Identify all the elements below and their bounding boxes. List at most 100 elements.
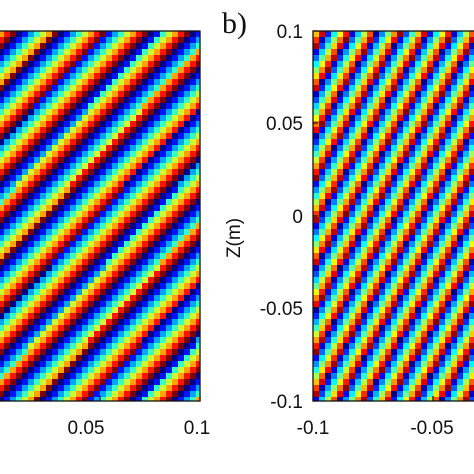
heatmap-a-cell — [136, 361, 143, 368]
heatmap-b-cell — [403, 229, 410, 236]
heatmap-b-cell — [457, 361, 464, 368]
heatmap-a-cell — [184, 397, 191, 401]
heatmap-a-cell — [52, 265, 59, 272]
heatmap-a-cell — [160, 367, 167, 374]
heatmap-a-cell — [4, 259, 11, 266]
heatmap-a-cell — [10, 31, 17, 38]
heatmap-a-cell — [106, 79, 113, 86]
heatmap-b-cell — [361, 127, 368, 134]
heatmap-a-cell — [82, 199, 89, 206]
heatmap-a-cell — [46, 121, 53, 128]
heatmap-a-cell — [10, 325, 17, 332]
heatmap-a-cell — [64, 319, 71, 326]
heatmap-b-cell — [331, 199, 338, 206]
heatmap-a-cell — [4, 55, 11, 62]
heatmap-a-cell — [88, 229, 95, 236]
heatmap-b-cell — [325, 49, 332, 56]
heatmap-b-cell — [367, 289, 374, 296]
heatmap-a-cell — [82, 379, 89, 386]
heatmap-b-cell — [361, 115, 368, 122]
heatmap-a-cell — [22, 385, 29, 392]
heatmap-a-cell — [124, 109, 131, 116]
heatmap-b-cell — [319, 331, 326, 338]
heatmap-b-cell — [421, 193, 428, 200]
heatmap-b-cell — [385, 361, 392, 368]
heatmap-a-cell — [136, 79, 143, 86]
heatmap-a-cell — [100, 73, 107, 80]
heatmap-a-cell — [196, 175, 200, 182]
heatmap-b-cell — [361, 121, 368, 128]
heatmap-a-cell — [100, 289, 107, 296]
heatmap-b-cell — [403, 133, 410, 140]
heatmap-b-cell — [367, 253, 374, 260]
heatmap-b-cell — [409, 145, 416, 152]
heatmap-a-cell — [70, 91, 77, 98]
heatmap-a-cell — [148, 181, 155, 188]
heatmap-b-cell — [403, 139, 410, 146]
heatmap-a-cell — [172, 241, 179, 248]
heatmap-b-cell — [427, 103, 434, 110]
heatmap-a-cell — [10, 169, 17, 176]
heatmap-a-cell — [118, 325, 125, 332]
heatmap-b-cell — [421, 175, 428, 182]
heatmap-b-cell — [409, 355, 416, 362]
heatmap-b-cell — [313, 73, 320, 80]
heatmap-a-cell — [28, 163, 35, 170]
heatmap-b-cell — [349, 145, 356, 152]
heatmap-b-cell — [379, 367, 386, 374]
heatmap-b-cell — [445, 55, 452, 62]
heatmap-b-cell — [385, 385, 392, 392]
heatmap-b-cell — [313, 301, 320, 308]
heatmap-b-cell — [469, 289, 474, 296]
heatmap-b-cell — [421, 259, 428, 266]
heatmap-a-cell — [10, 289, 17, 296]
heatmap-a-cell — [172, 313, 179, 320]
heatmap-a-cell — [16, 307, 23, 314]
heatmap-a-cell — [172, 307, 179, 314]
heatmap-b-cell — [445, 175, 452, 182]
heatmap-b-cell — [355, 367, 362, 374]
heatmap-b-cell — [361, 271, 368, 278]
heatmap-b-cell — [343, 325, 350, 332]
heatmap-a-cell — [160, 391, 167, 398]
heatmap-b-cell — [325, 349, 332, 356]
heatmap-a-cell — [166, 241, 173, 248]
heatmap-b-cell — [373, 91, 380, 98]
heatmap-b-cell — [385, 271, 392, 278]
heatmap-a-cell — [34, 97, 41, 104]
heatmap-a-cell — [22, 235, 29, 242]
heatmap-a-cell — [154, 217, 161, 224]
heatmap-b-cell — [343, 151, 350, 158]
heatmap-b-cell — [433, 139, 440, 146]
heatmap-a-cell — [106, 373, 113, 380]
heatmap-a-cell — [142, 37, 149, 44]
heatmap-b-cell — [367, 373, 374, 380]
heatmap-a-cell — [118, 67, 125, 74]
heatmap-b-cell — [349, 307, 356, 314]
heatmap-a-cell — [82, 175, 89, 182]
heatmap-b-cell — [391, 43, 398, 50]
heatmap-a-cell — [76, 85, 83, 92]
heatmap-a-cell — [28, 367, 35, 374]
heatmap-a-cell — [172, 337, 179, 344]
heatmap-b-cell — [343, 79, 350, 86]
heatmap-a-cell — [118, 91, 125, 98]
heatmap-a-cell — [178, 37, 185, 44]
heatmap-b-cell — [373, 193, 380, 200]
heatmap-a-cell — [136, 139, 143, 146]
heatmap-a-cell — [0, 145, 5, 152]
heatmap-a-cell — [136, 127, 143, 134]
heatmap-b-cell — [331, 31, 338, 38]
heatmap-b-cell — [313, 109, 320, 116]
heatmap-a-cell — [100, 337, 107, 344]
heatmap-b-cell — [427, 385, 434, 392]
heatmap-a-cell — [160, 91, 167, 98]
heatmap-a-cell — [124, 115, 131, 122]
heatmap-a-cell — [28, 31, 35, 38]
heatmap-b-cell — [427, 277, 434, 284]
heatmap-b-cell — [331, 97, 338, 104]
heatmap-a-cell — [28, 391, 35, 398]
heatmap-b-cell — [415, 133, 422, 140]
heatmap-b-cell — [397, 235, 404, 242]
heatmap-a-cell — [136, 103, 143, 110]
